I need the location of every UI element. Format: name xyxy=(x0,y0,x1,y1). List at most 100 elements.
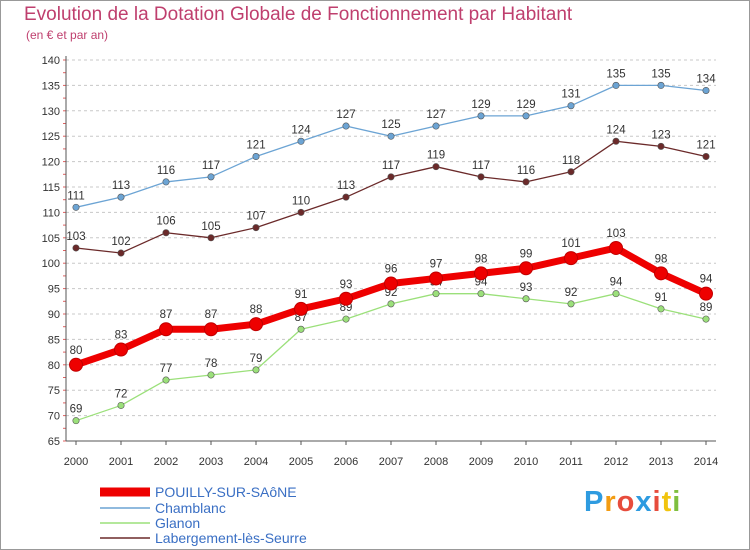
data-label: 117 xyxy=(472,160,490,172)
data-label: 129 xyxy=(516,99,535,111)
data-label: 135 xyxy=(651,68,670,80)
y-tick-label: 105 xyxy=(42,233,60,245)
series-pouilly-sur-sa-ne: 80 83 87 87 88 91 93 96 97 98 99 101 103 98 94 xyxy=(69,228,713,372)
data-point xyxy=(654,266,668,281)
y-tick-label: 75 xyxy=(48,385,60,397)
data-label: 83 xyxy=(115,330,128,342)
data-label: 113 xyxy=(337,180,355,192)
data-point xyxy=(387,300,395,308)
data-label: 124 xyxy=(291,124,311,136)
data-label: 87 xyxy=(295,312,308,324)
data-label: 87 xyxy=(160,309,173,321)
data-point xyxy=(519,261,533,276)
data-point xyxy=(612,290,620,298)
data-label: 79 xyxy=(250,353,263,365)
data-point xyxy=(387,132,395,140)
data-point xyxy=(609,240,623,255)
data-label: 91 xyxy=(295,289,308,301)
data-point xyxy=(567,300,575,308)
data-point xyxy=(72,417,80,425)
logo-letter: P xyxy=(584,486,605,518)
data-point xyxy=(297,208,305,216)
chart-subtitle: (en € et par an) xyxy=(26,28,109,42)
data-point xyxy=(567,102,575,110)
data-point xyxy=(342,193,350,201)
data-label: 134 xyxy=(696,73,716,85)
data-point xyxy=(297,137,305,145)
y-tick-label: 70 xyxy=(48,411,60,423)
data-label: 103 xyxy=(66,231,85,243)
data-label: 110 xyxy=(292,195,310,207)
x-tick-label: 2004 xyxy=(244,456,268,468)
data-point xyxy=(702,153,710,161)
data-label: 118 xyxy=(562,155,580,167)
data-point xyxy=(567,168,575,176)
x-tick-label: 2013 xyxy=(649,456,673,468)
data-point xyxy=(117,249,125,257)
data-label: 127 xyxy=(426,109,445,121)
y-tick-label: 140 xyxy=(42,55,60,67)
legend-label: Labergement-lès-Seurre xyxy=(155,530,307,546)
data-label: 124 xyxy=(606,124,626,136)
data-label: 103 xyxy=(606,228,625,240)
data-point xyxy=(702,315,710,323)
data-label: 129 xyxy=(471,99,490,111)
data-point xyxy=(162,229,170,237)
series-labergement-l-s-seurre: 103 102 106 105 107 110 113 117 119 117 116 118 124 1… xyxy=(66,124,716,257)
data-point xyxy=(477,112,485,120)
data-label: 77 xyxy=(160,363,173,375)
legend-label: Chamblanc xyxy=(155,500,226,516)
data-label: 97 xyxy=(430,258,443,270)
y-tick-label: 90 xyxy=(48,309,60,321)
data-point xyxy=(294,301,308,316)
data-point xyxy=(69,357,83,372)
logo-letter: t xyxy=(661,486,673,518)
x-tick-label: 2007 xyxy=(379,456,403,468)
data-point xyxy=(297,325,305,333)
x-tick-label: 2014 xyxy=(694,456,718,468)
data-label: 98 xyxy=(475,253,488,265)
data-point xyxy=(204,322,218,337)
x-tick-label: 2002 xyxy=(154,456,178,468)
data-label: 107 xyxy=(246,211,265,223)
data-label: 102 xyxy=(111,236,130,248)
data-label: 127 xyxy=(336,109,355,121)
data-label: 94 xyxy=(610,277,623,289)
data-label: 105 xyxy=(201,221,220,233)
x-tick-label: 2005 xyxy=(289,456,313,468)
data-label: 80 xyxy=(70,345,83,357)
data-point xyxy=(657,142,665,150)
data-point xyxy=(702,86,710,94)
data-label: 116 xyxy=(517,165,535,177)
x-tick-label: 2003 xyxy=(199,456,223,468)
x-tick-label: 2000 xyxy=(64,456,88,468)
data-label: 94 xyxy=(700,274,713,286)
data-point xyxy=(339,291,353,306)
data-point xyxy=(432,122,440,130)
data-point xyxy=(477,290,485,298)
data-point xyxy=(564,251,578,266)
series-chamblanc: 111 113 116 117 121 124 127 125 127 129 129 131 135 1… xyxy=(67,68,716,211)
data-point xyxy=(657,81,665,89)
data-label: 111 xyxy=(67,190,84,202)
x-tick-label: 2001 xyxy=(109,456,133,468)
data-label: 113 xyxy=(112,180,130,192)
data-point xyxy=(477,173,485,181)
data-point xyxy=(342,315,350,323)
series-line xyxy=(75,84,707,208)
data-label: 125 xyxy=(381,119,400,131)
y-tick-label: 100 xyxy=(42,258,60,270)
data-label: 93 xyxy=(520,282,533,294)
data-point xyxy=(387,173,395,181)
data-point xyxy=(612,137,620,145)
data-label: 123 xyxy=(651,129,670,141)
data-label: 98 xyxy=(655,253,668,265)
x-tick-label: 2012 xyxy=(604,456,628,468)
data-label: 91 xyxy=(655,292,668,304)
logo-letter: i xyxy=(652,486,662,518)
data-label: 89 xyxy=(700,302,713,314)
data-point xyxy=(117,401,125,409)
data-label: 121 xyxy=(696,140,715,152)
data-point xyxy=(429,271,443,286)
